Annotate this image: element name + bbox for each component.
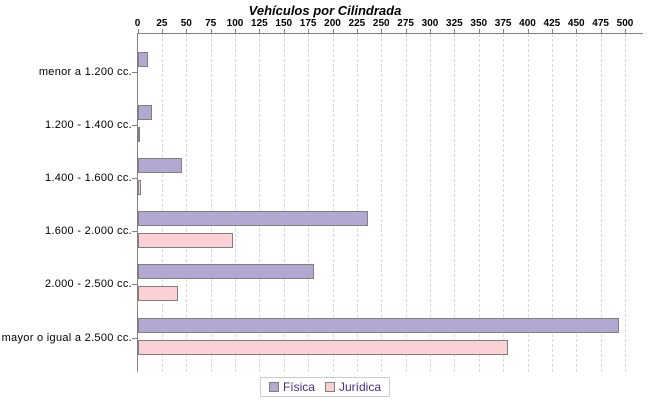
gridline (161, 34, 163, 372)
legend-label-juridica: Jurídica (338, 380, 382, 394)
gridline (503, 34, 505, 372)
x-axis-line (137, 33, 643, 34)
bar-juridica (137, 127, 140, 143)
x-tick-mark (551, 29, 553, 33)
x-tick-mark (161, 29, 163, 33)
x-tick-mark (576, 29, 578, 33)
gridline (430, 34, 431, 372)
gridline (332, 34, 334, 372)
x-tick-mark (308, 29, 310, 33)
x-tick-label: 250 (372, 18, 390, 29)
gridline (454, 34, 456, 372)
category-label: 1.200 - 1.400 cc. (44, 119, 132, 132)
legend-item-fisica: Física (268, 380, 315, 394)
x-tick-label: 175 (299, 18, 317, 29)
x-tick-mark (137, 29, 139, 33)
x-tick-label: 225 (348, 18, 366, 29)
x-tick-label: 450 (567, 18, 585, 29)
gridline (381, 34, 383, 372)
y-axis-line (137, 33, 138, 372)
bar-juridica (137, 233, 234, 249)
category-label: menor a 1.200 cc. (38, 66, 132, 78)
x-tick-label: 125 (251, 18, 268, 29)
x-tick-mark (381, 29, 383, 33)
x-tick-label: 200 (324, 18, 341, 29)
x-tick-label: 400 (519, 18, 536, 29)
category-label: 1.600 - 2.000 cc. (44, 225, 132, 238)
bar-juridica (137, 180, 142, 196)
x-tick-mark (332, 29, 334, 33)
category-tick-mark (132, 72, 137, 73)
bar-fisica (137, 264, 314, 280)
x-tick-label: 375 (494, 18, 512, 29)
category-tick-mark (132, 178, 137, 180)
bar-fisica (137, 211, 368, 227)
category-label: mayor o igual a 2.500 cc. (1, 331, 132, 344)
x-tick-label: 300 (421, 18, 439, 29)
x-tick-mark (625, 29, 626, 33)
bar-fisica (137, 105, 153, 121)
legend-label-fisica: Física (282, 380, 315, 394)
x-tick-label: 475 (592, 18, 609, 29)
gridline (551, 34, 553, 372)
gridline (308, 34, 310, 372)
x-tick-label: 500 (616, 18, 634, 29)
x-tick-mark (235, 29, 236, 33)
legend: Física Jurídica (259, 377, 391, 397)
chart-title: Vehículos por Cilindrada (248, 3, 402, 18)
x-tick-mark (503, 29, 505, 33)
x-tick-mark (527, 29, 529, 33)
legend-item-juridica: Jurídica (324, 380, 382, 394)
category-label: 1.400 - 1.600 cc. (44, 172, 132, 185)
gridline (478, 34, 480, 372)
gridline (210, 34, 212, 372)
gridline (625, 34, 626, 372)
gridline (405, 34, 407, 372)
x-tick-mark (186, 29, 188, 33)
x-tick-label: 75 (205, 18, 217, 29)
x-tick-mark (259, 29, 261, 33)
gridline (235, 34, 236, 372)
gridline (527, 34, 529, 372)
x-tick-mark (405, 29, 407, 33)
gridline (356, 34, 358, 372)
x-tick-label: 350 (470, 18, 488, 29)
x-tick-label: 50 (180, 18, 192, 29)
x-tick-mark (430, 29, 431, 33)
category-tick-mark (132, 125, 137, 127)
gridline (186, 34, 188, 372)
x-tick-mark (600, 29, 602, 33)
category-tick-mark (132, 337, 137, 339)
x-tick-label: 275 (397, 18, 414, 29)
x-tick-label: 150 (275, 18, 293, 29)
bar-juridica (137, 286, 179, 302)
legend-swatch-juridica (324, 382, 335, 392)
gridline (283, 34, 285, 372)
x-tick-label: 325 (446, 18, 463, 29)
legend-swatch-fisica (268, 382, 279, 392)
bar-fisica (137, 52, 149, 67)
x-tick-mark (454, 29, 456, 33)
bar-juridica (137, 339, 509, 355)
bar-fisica (137, 158, 183, 174)
x-tick-mark (283, 29, 285, 33)
category-tick-mark (132, 231, 137, 233)
x-tick-label: 25 (156, 18, 168, 29)
gridline (259, 34, 261, 372)
x-tick-mark (478, 29, 480, 33)
x-tick-mark (356, 29, 358, 33)
bar-fisica (137, 317, 620, 333)
x-tick-mark (210, 29, 212, 33)
x-tick-label: 425 (543, 18, 561, 29)
gridline (576, 34, 578, 372)
category-tick-mark (132, 284, 137, 286)
x-tick-label: 100 (226, 18, 244, 29)
x-tick-label: 0 (134, 18, 141, 29)
category-label: 2.000 - 2.500 cc. (44, 278, 132, 291)
gridline (600, 34, 602, 372)
